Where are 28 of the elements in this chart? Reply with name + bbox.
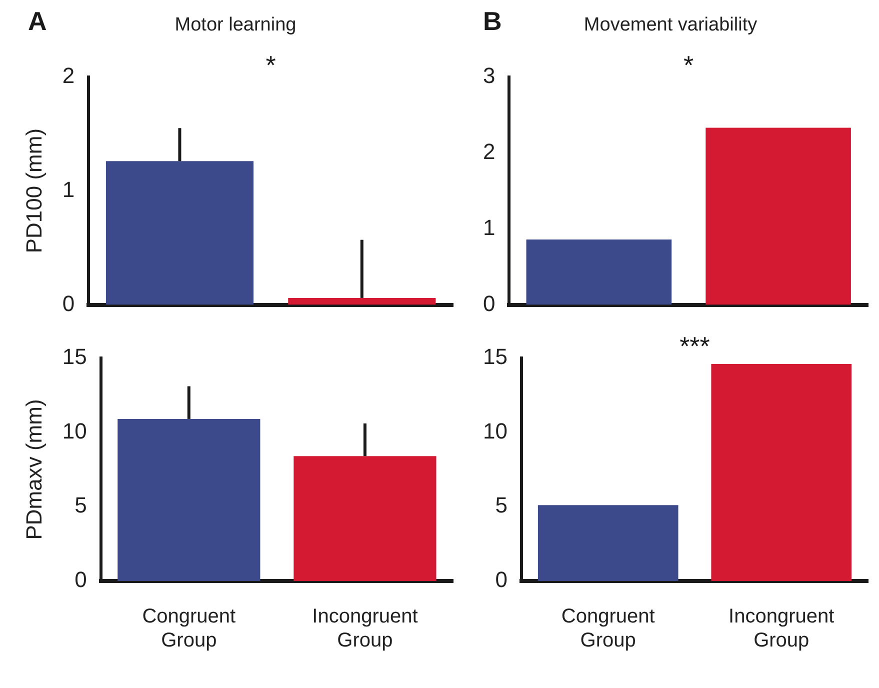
y-axis-title: PD100 (mm): [21, 128, 46, 254]
x-tick-label: Incongruent Group: [312, 606, 418, 652]
y-tick-label: 1: [62, 176, 75, 202]
x-tick-label: Congruent Group: [142, 606, 236, 652]
annotation: ***: [680, 331, 710, 362]
y-tick-label: 1: [482, 214, 496, 240]
y-axis-title: PDmaxv (mm): [21, 399, 46, 540]
y-tick-label: 0: [495, 567, 508, 592]
x-tick-label: Congruent Group: [561, 606, 656, 652]
annotation: *: [266, 50, 276, 80]
y-tick-label: 15: [62, 344, 87, 370]
y-tick-label: 15: [482, 344, 508, 370]
y-tick-label: 10: [62, 418, 87, 444]
y-tick-label: 3: [482, 62, 496, 88]
y-tick-label: 0: [74, 567, 87, 592]
y-tick-label: 10: [482, 418, 508, 444]
y-tick-label: 0: [62, 290, 75, 316]
x-tick-label: Incongruent Group: [728, 606, 835, 652]
y-tick-label: 2: [482, 138, 496, 164]
y-tick-label: 5: [74, 492, 87, 518]
text: A: [28, 6, 47, 36]
annotation: *: [684, 50, 694, 80]
y-tick-label: 5: [495, 492, 508, 518]
chart-title: Motor learning: [174, 14, 296, 36]
y-tick-label: 0: [482, 290, 496, 316]
y-tick-label: 2: [62, 62, 75, 88]
text: B: [483, 6, 502, 36]
chart-title: Movement variability: [584, 14, 758, 36]
